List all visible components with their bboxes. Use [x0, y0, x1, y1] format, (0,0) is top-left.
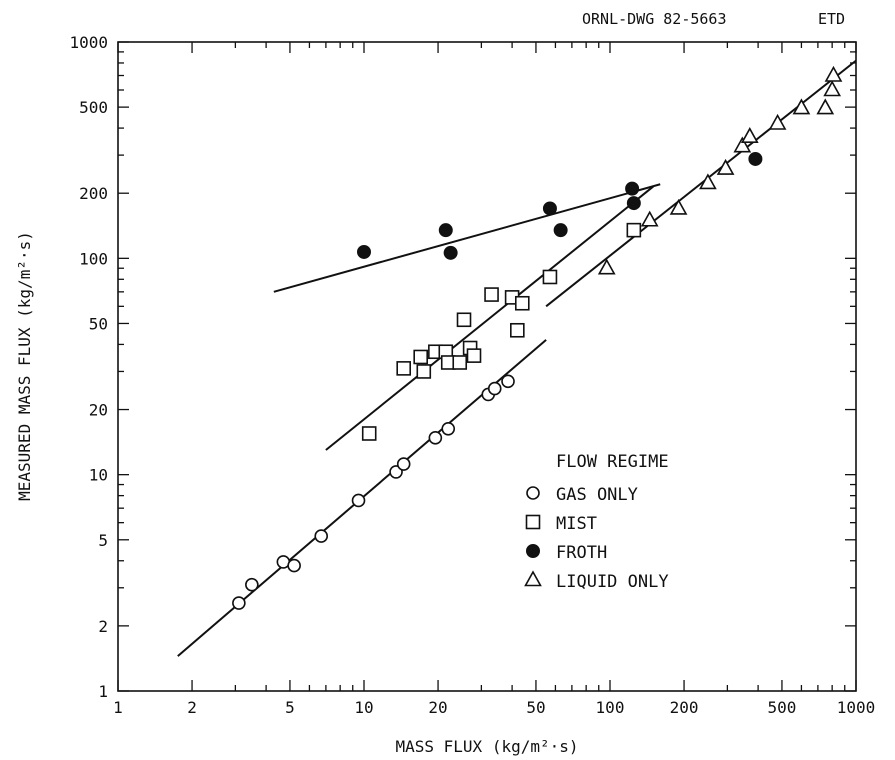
- y-tick-label: 50: [89, 314, 108, 333]
- legend-marker-mist: [525, 514, 541, 530]
- legend-label-mist: MIST: [556, 514, 597, 534]
- drawing-id-label: ORNL-DWG 82-5663: [582, 10, 727, 28]
- data-point-mist: [456, 312, 472, 328]
- axis-ticks: [117, 41, 857, 692]
- fit-line-mist: [325, 185, 654, 451]
- data-point-gas: [351, 493, 366, 508]
- legend-label-froth: FROTH: [556, 543, 607, 563]
- x-tick-label: 10: [354, 698, 373, 717]
- data-point-froth: [625, 181, 640, 196]
- y-tick-label: 500: [79, 98, 108, 117]
- data-point-liquid: [816, 98, 835, 115]
- data-point-froth: [542, 201, 557, 216]
- x-tick-label: 500: [767, 698, 796, 717]
- data-point-liquid: [716, 158, 735, 175]
- data-point-liquid: [823, 80, 842, 97]
- data-point-gas: [396, 457, 411, 471]
- y-tick-label: 1: [98, 682, 108, 701]
- data-point-liquid: [792, 98, 811, 115]
- legend-marker-liquid: [524, 570, 542, 587]
- x-tick-label: 20: [428, 698, 447, 717]
- y-tick-label: 5: [98, 531, 108, 550]
- data-point-froth: [553, 223, 568, 238]
- data-point-gas: [287, 558, 301, 573]
- data-point-gas: [245, 577, 259, 592]
- data-point-gas: [487, 381, 502, 396]
- y-tick-label: 100: [79, 249, 108, 268]
- data-point-gas: [441, 421, 456, 436]
- x-tick-label: 1: [113, 698, 123, 717]
- y-tick-label: 200: [79, 184, 108, 203]
- data-point-liquid: [597, 258, 616, 275]
- data-point-froth: [626, 196, 641, 211]
- data-points: [232, 65, 843, 610]
- drawing-suffix-label: ETD: [818, 10, 845, 28]
- y-tick-label: 10: [89, 466, 108, 485]
- y-axis-label: MEASURED MASS FLUX (kg/m²·s): [15, 231, 34, 501]
- data-point-mist: [416, 364, 432, 379]
- data-point-mist: [484, 287, 499, 302]
- plot-frame: [117, 41, 857, 692]
- data-point-mist: [514, 295, 530, 311]
- y-tick-label: 2: [98, 617, 108, 636]
- data-point-froth: [443, 245, 458, 260]
- legend-label-gas: GAS ONLY: [556, 485, 638, 505]
- legend-label-liquid: LIQUID ONLY: [556, 572, 669, 592]
- data-point-liquid: [699, 173, 717, 190]
- data-point-gas: [501, 374, 515, 389]
- fit-line-froth: [273, 183, 661, 293]
- data-point-mist: [626, 222, 642, 238]
- data-point-mist: [510, 322, 525, 338]
- fit-line-liquid: [545, 59, 857, 308]
- legend-marker-froth: [526, 544, 540, 558]
- data-point-froth: [748, 151, 763, 166]
- data-point-mist: [542, 269, 558, 285]
- x-tick-label: 200: [670, 698, 699, 717]
- data-point-mist: [413, 349, 428, 365]
- data-point-liquid: [733, 136, 752, 153]
- x-tick-label: 100: [596, 698, 625, 717]
- x-tick-label: 2: [187, 698, 197, 717]
- data-point-liquid: [640, 210, 659, 227]
- y-tick-label: 20: [89, 401, 108, 420]
- x-tick-label: 1000: [837, 698, 876, 717]
- x-axis-label: MASS FLUX (kg/m²·s): [395, 737, 578, 756]
- data-point-gas: [314, 529, 329, 543]
- data-point-mist: [361, 426, 377, 441]
- legend: FLOW REGIME GAS ONLY MIST FROTH LIQUID ONLY: [524, 452, 669, 592]
- legend-marker-gas: [526, 486, 540, 500]
- data-point-mist: [466, 348, 482, 363]
- data-point-froth: [357, 244, 371, 259]
- data-point-liquid: [768, 113, 787, 130]
- data-point-gas: [428, 431, 443, 445]
- data-point-froth: [438, 223, 453, 238]
- data-point-liquid: [824, 65, 843, 82]
- data-point-liquid: [669, 198, 688, 215]
- data-point-gas: [232, 596, 246, 610]
- legend-title: FLOW REGIME: [556, 452, 669, 472]
- y-tick-label: 1000: [69, 33, 108, 52]
- x-tick-label: 50: [526, 698, 545, 717]
- axis-tick-labels: 1 2 5 10 20 50 100 200 500 1000 1 2 5 10 20 50 100 200 500…: [69, 33, 875, 717]
- data-point-liquid: [740, 127, 759, 143]
- x-tick-label: 5: [285, 698, 295, 717]
- data-point-mist: [396, 361, 411, 376]
- data-point-mist: [452, 355, 468, 370]
